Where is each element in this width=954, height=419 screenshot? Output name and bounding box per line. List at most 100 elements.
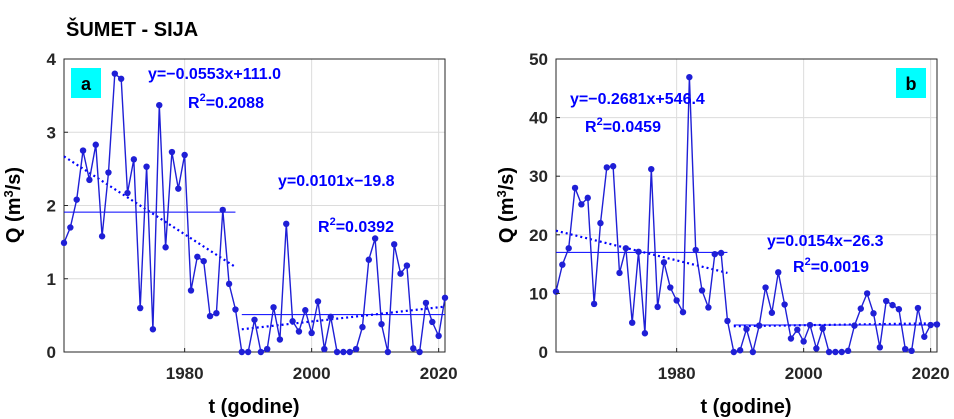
panel-b-eq1: y=−0.2681x+546.4 — [570, 91, 705, 108]
data-point — [302, 307, 309, 314]
data-point — [416, 348, 423, 356]
panel-b-r2-1: R2=0.0459 — [585, 116, 661, 136]
data-point — [79, 147, 87, 154]
data-point — [397, 270, 404, 277]
panel-a-eq1: y=−0.0553x+111.0 — [148, 66, 281, 83]
data-point — [321, 345, 328, 353]
data-point — [168, 148, 176, 156]
figure-title: ŠUMET - SIJA — [66, 17, 198, 41]
data-point — [743, 325, 750, 333]
data-point — [98, 233, 106, 240]
data-point — [251, 316, 258, 323]
data-point — [92, 141, 99, 148]
panel-a-eq2: y=0.0101x−19.8 — [278, 173, 395, 190]
data-point — [908, 347, 915, 355]
panel-b-series — [552, 73, 941, 356]
x-tick-label: 2020 — [912, 364, 950, 383]
data-point — [775, 269, 782, 276]
data-point — [410, 345, 417, 352]
data-point — [832, 348, 839, 356]
data-point — [314, 298, 322, 305]
data-point — [622, 245, 630, 252]
data-point — [629, 319, 636, 326]
data-point — [717, 249, 725, 257]
x-tick-label: 1980 — [658, 364, 696, 383]
data-point — [371, 235, 379, 242]
data-point — [603, 164, 610, 171]
trend-line — [63, 155, 237, 268]
y-tick-label: 20 — [529, 226, 548, 245]
data-point — [105, 169, 112, 176]
data-point — [175, 185, 182, 192]
data-point — [232, 306, 239, 313]
data-point — [863, 290, 871, 297]
data-point — [724, 317, 731, 325]
data-point — [200, 257, 207, 265]
data-point — [711, 250, 718, 258]
data-point — [933, 321, 941, 328]
data-point — [359, 323, 366, 331]
panel-b-label: b — [906, 74, 917, 94]
data-point — [692, 246, 699, 254]
data-point — [851, 322, 858, 329]
y-tick-label: 3 — [47, 123, 56, 142]
panel-a-ylabel: Q (m3/s) — [1, 167, 25, 243]
data-point — [889, 301, 896, 309]
data-point — [257, 348, 265, 356]
data-point — [870, 310, 877, 317]
data-point — [86, 176, 93, 184]
data-point — [914, 304, 922, 312]
panel-b-yticks: 0 10 20 30 40 50 — [529, 50, 560, 362]
panel-a-grid — [64, 59, 445, 352]
data-point — [340, 348, 347, 356]
panel-a-xlabel: t (godine) — [208, 396, 299, 418]
data-point — [749, 348, 757, 356]
data-point — [352, 345, 360, 353]
data-point — [283, 220, 290, 228]
data-point — [238, 348, 245, 356]
data-point — [927, 321, 934, 329]
data-point — [67, 224, 74, 231]
data-point — [571, 184, 579, 192]
panel-b-axes-box — [555, 58, 938, 353]
panel-b-xticks: 1980 2000 2020 — [658, 348, 950, 383]
panel-b-r2-1-value: =0.0459 — [603, 119, 661, 136]
data-point — [289, 318, 296, 325]
data-point — [194, 253, 201, 260]
data-point — [813, 345, 820, 352]
data-point — [895, 306, 903, 313]
data-point — [762, 284, 769, 291]
panel-a-r2-2-value: =0.0392 — [336, 219, 394, 236]
series-line — [63, 72, 446, 354]
data-point — [73, 196, 80, 203]
data-point — [219, 206, 226, 214]
data-point — [616, 269, 623, 277]
data-point — [609, 163, 617, 170]
data-point — [429, 318, 436, 326]
data-point — [156, 101, 163, 109]
data-point — [806, 321, 814, 329]
panel-a-label: a — [81, 74, 92, 94]
data-point — [730, 348, 737, 356]
y-tick-label: 4 — [47, 50, 57, 69]
trend-line — [241, 305, 446, 331]
panel-a-series — [60, 70, 449, 356]
panel-b-trends — [555, 229, 938, 328]
y-tick-label: 50 — [529, 50, 548, 69]
data-point — [213, 309, 220, 317]
data-point — [781, 301, 788, 308]
data-point — [181, 151, 188, 159]
data-point — [921, 333, 928, 340]
panel-a-r2-1: R2=0.2088 — [188, 92, 264, 112]
data-point — [800, 338, 807, 345]
y-tick-label: 40 — [529, 109, 548, 128]
data-point — [441, 294, 449, 301]
data-point — [648, 165, 655, 173]
y-tick-label: 0 — [539, 343, 548, 362]
data-point — [187, 287, 195, 294]
data-point — [270, 304, 277, 311]
data-point — [391, 241, 398, 248]
data-point — [857, 305, 864, 312]
data-point — [698, 287, 706, 294]
